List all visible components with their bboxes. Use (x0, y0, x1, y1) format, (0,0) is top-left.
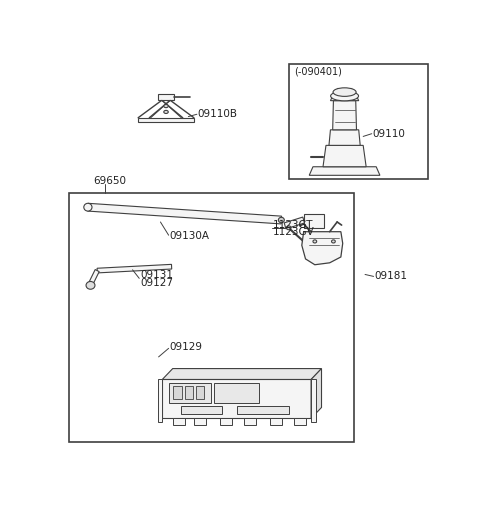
Polygon shape (194, 418, 206, 425)
Text: 09130A: 09130A (170, 231, 210, 241)
Polygon shape (158, 379, 162, 422)
Polygon shape (215, 383, 259, 403)
Polygon shape (97, 264, 172, 273)
Bar (289, 65, 428, 179)
Polygon shape (162, 369, 322, 379)
Bar (69, 193, 354, 442)
Polygon shape (162, 379, 311, 418)
Polygon shape (323, 145, 366, 167)
Ellipse shape (84, 204, 92, 211)
Polygon shape (88, 270, 99, 285)
Polygon shape (138, 118, 194, 122)
Text: 09131: 09131 (140, 270, 173, 280)
Polygon shape (237, 406, 289, 415)
Polygon shape (157, 94, 174, 100)
Text: 1123GT: 1123GT (273, 220, 313, 230)
Ellipse shape (164, 111, 168, 114)
Ellipse shape (287, 226, 291, 230)
Polygon shape (173, 418, 185, 425)
Text: 09129: 09129 (170, 342, 203, 352)
Text: 09110: 09110 (372, 129, 405, 139)
Polygon shape (302, 232, 343, 265)
Ellipse shape (331, 91, 359, 101)
Polygon shape (181, 406, 222, 415)
Text: (-090401): (-090401) (294, 67, 342, 76)
Polygon shape (333, 100, 357, 130)
Text: 09110B: 09110B (198, 109, 238, 119)
Polygon shape (309, 167, 380, 175)
Polygon shape (185, 386, 193, 399)
Polygon shape (173, 386, 181, 399)
Polygon shape (304, 214, 324, 228)
Ellipse shape (332, 240, 335, 243)
Polygon shape (284, 217, 304, 229)
Polygon shape (329, 130, 360, 145)
Polygon shape (270, 418, 282, 425)
Polygon shape (220, 418, 232, 425)
Text: 09181: 09181 (374, 271, 408, 281)
Polygon shape (88, 204, 282, 224)
Polygon shape (196, 386, 204, 399)
Polygon shape (294, 418, 306, 425)
Text: 09127: 09127 (140, 278, 173, 288)
Polygon shape (330, 96, 359, 100)
Polygon shape (311, 369, 322, 418)
Ellipse shape (86, 281, 95, 289)
Polygon shape (311, 379, 315, 422)
Polygon shape (169, 383, 211, 403)
Polygon shape (244, 418, 256, 425)
Text: 1123GV: 1123GV (273, 227, 314, 237)
Ellipse shape (278, 217, 284, 223)
Ellipse shape (313, 240, 317, 243)
Text: 69650: 69650 (94, 176, 126, 186)
Ellipse shape (164, 105, 168, 108)
Ellipse shape (333, 88, 356, 96)
